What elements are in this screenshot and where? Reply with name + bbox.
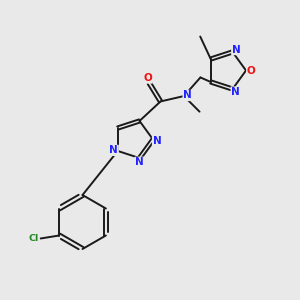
Text: O: O xyxy=(143,73,152,83)
Text: N: N xyxy=(135,157,144,167)
Text: N: N xyxy=(110,146,118,155)
Text: N: N xyxy=(183,91,192,100)
Text: N: N xyxy=(232,45,241,55)
Text: N: N xyxy=(152,136,161,146)
Text: N: N xyxy=(231,87,240,97)
Text: Cl: Cl xyxy=(29,234,39,243)
Text: O: O xyxy=(247,65,256,76)
